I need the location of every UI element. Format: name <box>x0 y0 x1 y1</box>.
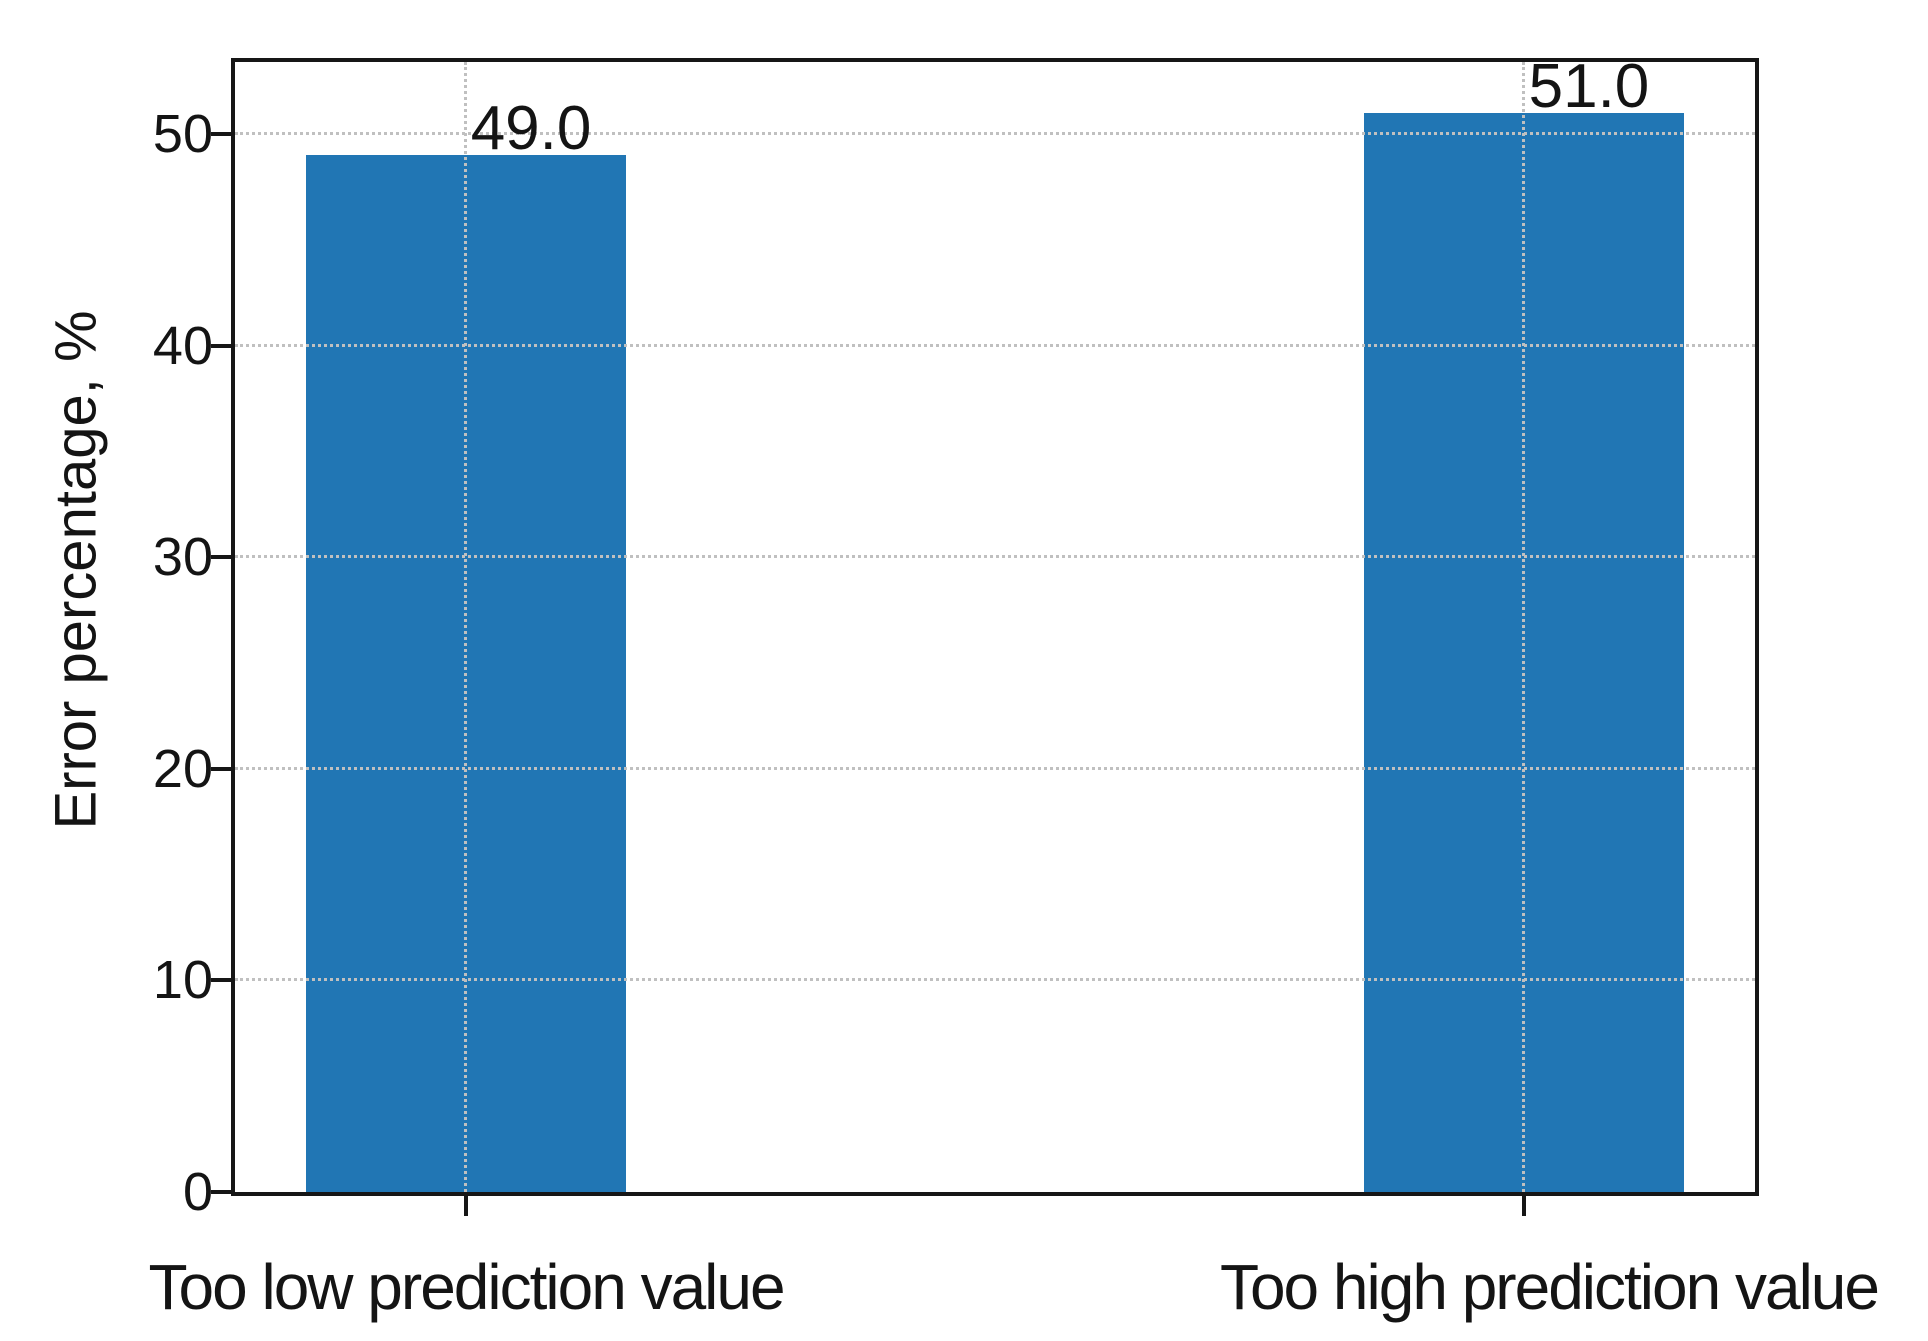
x-tick-mark-1 <box>1521 1196 1526 1216</box>
gridline-horizontal-20 <box>235 766 1755 770</box>
y-tick-mark-30 <box>211 555 231 560</box>
y-tick-label-30: 30 <box>152 527 213 588</box>
bar-value-label-1: 51.0 <box>1528 51 1650 121</box>
x-category-label-too-high: Too high prediction value <box>1219 1251 1880 1323</box>
x-category-label-too-low: Too low prediction value <box>148 1251 786 1323</box>
plot-area: 49.0 51.0 <box>231 51 1759 1196</box>
gridline-horizontal-30 <box>235 555 1755 559</box>
y-tick-mark-0 <box>211 1190 231 1194</box>
gridline-horizontal-40 <box>235 343 1755 347</box>
y-tick-mark-10 <box>211 978 231 983</box>
x-tick-mark-0 <box>464 1196 469 1216</box>
y-tick-label-40: 40 <box>152 315 213 376</box>
y-tick-label-50: 50 <box>152 103 213 164</box>
gridline-vertical-1 <box>1521 62 1525 1192</box>
y-tick-mark-20 <box>211 766 231 771</box>
gridline-vertical-0 <box>464 62 468 1192</box>
y-tick-mark-40 <box>211 343 231 348</box>
y-tick-label-10: 10 <box>152 950 213 1011</box>
y-tick-mark-50 <box>211 131 231 136</box>
y-tick-label-0: 0 <box>182 1162 213 1222</box>
bar-value-label-0: 49.0 <box>470 94 592 164</box>
gridline-horizontal-10 <box>235 978 1755 982</box>
y-tick-label-20: 20 <box>152 738 213 799</box>
gridline-horizontal-50 <box>235 131 1755 135</box>
